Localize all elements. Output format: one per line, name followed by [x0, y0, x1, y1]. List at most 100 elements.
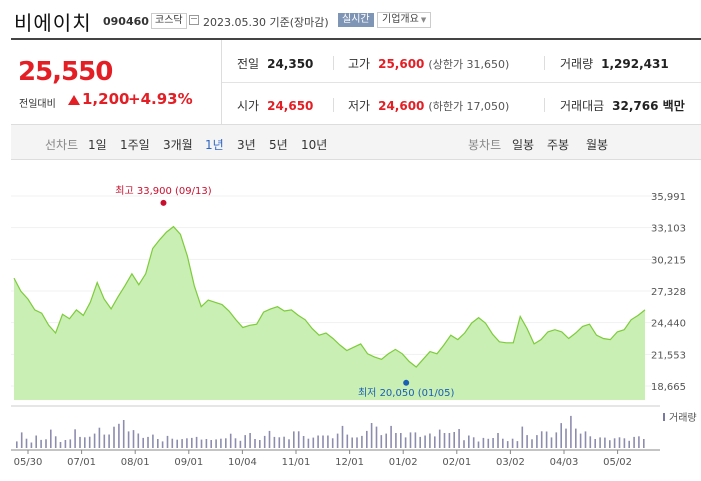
volume-bar [147, 436, 149, 448]
volume-bar [210, 440, 212, 448]
volume-bar [171, 438, 174, 448]
candle-chart-label: 봉차트 [468, 138, 502, 152]
period-10y[interactable]: 10년 [301, 138, 328, 152]
volume-bar [468, 435, 470, 448]
period-1y[interactable]: 1년 [205, 138, 224, 152]
high-price: 고가 25,600 (상한가 31,650) [348, 55, 509, 72]
volume-bar [273, 436, 276, 448]
upper-limit: (상한가 31,650) [428, 58, 510, 71]
change-label: 전일대비 [19, 99, 56, 110]
candle-weekly[interactable]: 주봉 [547, 138, 570, 152]
volume-bar [380, 435, 383, 448]
low-annotation: 최저 20,050 (01/05) [358, 387, 454, 399]
prev-close-label: 전일 [237, 57, 260, 71]
volume-bar [351, 437, 353, 448]
y-tick-label: 35,991 [651, 192, 686, 203]
volume-bar [181, 439, 183, 448]
volume-bar [229, 433, 232, 448]
x-tick-label: 09/01 [174, 457, 203, 468]
period-1d[interactable]: 1일 [88, 138, 107, 152]
period-3y[interactable]: 3년 [237, 138, 256, 152]
volume-bar [477, 441, 480, 448]
candle-monthly[interactable]: 월봉 [586, 138, 609, 152]
volume-bar [609, 440, 611, 448]
volume-bar [263, 435, 266, 448]
volume-bar [472, 437, 475, 448]
trade-value: 거래대금 32,766 백만 [560, 97, 685, 114]
low-marker [403, 379, 410, 386]
open-value: 24,650 [267, 99, 314, 113]
line-chart-label: 선차트 [45, 138, 79, 152]
volume-bar [278, 437, 281, 448]
volume-bar [443, 433, 446, 448]
volume-bar [633, 436, 635, 448]
volume-bar [575, 428, 577, 448]
volume-bar [113, 426, 115, 448]
price-change-pct: +4.93% [128, 90, 193, 108]
period-5y[interactable]: 5년 [269, 138, 288, 152]
volume-bar [152, 434, 154, 448]
low-price: 저가 24,600 (하한가 17,050) [348, 97, 509, 114]
base-date: 2023.05.30 기준(장마감) [203, 16, 329, 29]
volume-bar [259, 440, 261, 448]
volume-bar [293, 431, 295, 448]
y-tick-label: 21,553 [651, 350, 686, 361]
volume-bar [93, 433, 96, 448]
x-tick-label: 05/02 [603, 457, 632, 468]
x-tick-label: 11/01 [282, 457, 311, 468]
volume-bar [118, 423, 120, 448]
up-arrow-icon [68, 95, 80, 105]
volume-bar [521, 426, 524, 448]
volume-bar [244, 435, 246, 448]
volume-bar [191, 437, 193, 448]
volume-value: 1,292,431 [601, 57, 669, 71]
volume-label: 거래량 [560, 57, 594, 71]
volume-bar [623, 438, 626, 448]
volume-bar [341, 425, 344, 448]
volume-bar [166, 435, 169, 448]
stock-code: 090460 [103, 15, 149, 28]
low-value: 24,600 [378, 99, 425, 113]
volume-bar [88, 436, 91, 448]
volume-bar [414, 432, 417, 448]
volume-bar [419, 436, 421, 448]
y-tick-label: 30,215 [651, 255, 686, 266]
volume-bar [35, 435, 37, 448]
volume-bar [404, 437, 407, 448]
volume-bar [550, 437, 553, 448]
volume-bar [25, 438, 28, 448]
high-marker [160, 199, 167, 206]
volume-bar [127, 431, 130, 448]
volume-bar [506, 441, 509, 448]
stock-header: 비에이치 090460 코스닥 2023.05.30 기준(장마감) 실시간 기… [0, 0, 701, 38]
volume-bar [560, 423, 562, 448]
y-tick-label: 27,328 [651, 287, 686, 298]
market-badge: 코스닥 [151, 13, 187, 29]
x-tick-label: 04/03 [550, 457, 579, 468]
volume-bar [186, 438, 188, 448]
volume-bar [429, 433, 431, 448]
company-info-dropdown[interactable]: 기업개요 ▼ [377, 12, 432, 28]
volume-bar [361, 435, 363, 448]
candle-daily[interactable]: 일봉 [512, 138, 535, 152]
volume-bar [565, 428, 567, 448]
period-1w[interactable]: 1주일 [120, 138, 150, 152]
x-tick-label: 07/01 [67, 457, 96, 468]
volume-bar [448, 433, 451, 448]
header-divider [11, 38, 701, 40]
volume-bar [288, 439, 290, 448]
volume-bar [137, 433, 140, 448]
volume-bar [59, 442, 62, 448]
volume-bar [30, 442, 33, 448]
volume-bar [458, 429, 460, 448]
volume-bar [108, 434, 110, 448]
volume-bar [205, 439, 208, 448]
volume-bar [122, 420, 125, 448]
period-3m[interactable]: 3개월 [163, 138, 193, 152]
volume-bar [570, 415, 572, 448]
price-chart[interactable]: 35,991 33,103 30,215 27,328 24,440 21,553 18,6… [0, 160, 701, 481]
volume-bar [98, 427, 101, 448]
volume-bar [249, 433, 251, 448]
realtime-button[interactable]: 실시간 [338, 13, 374, 27]
volume-bar [395, 433, 397, 448]
